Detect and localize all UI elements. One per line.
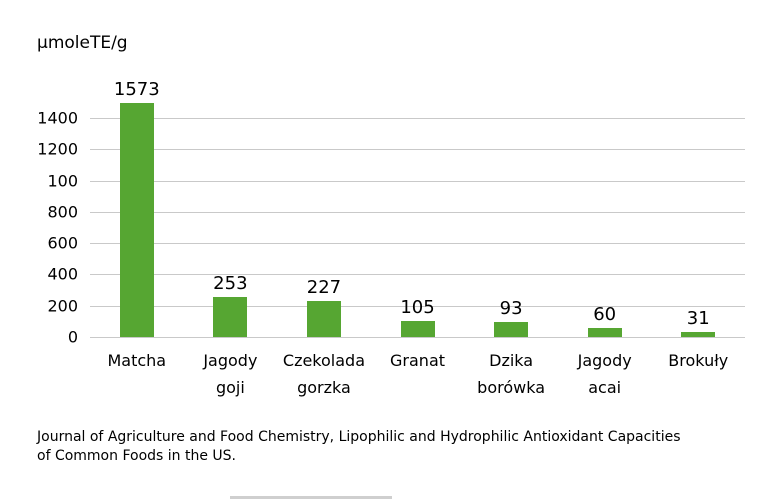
- bar-value-label: 93: [499, 298, 523, 320]
- bar-value-label: 253: [213, 273, 248, 295]
- y-tick-label: 600: [47, 233, 78, 253]
- source-caption: Journal of Agriculture and Food Chemistr…: [37, 428, 762, 466]
- y-tick-label: 800: [47, 202, 78, 222]
- bar-slot: 105: [371, 103, 465, 337]
- x-category-label-line: Brokuły: [668, 351, 729, 370]
- x-category-label: Matcha: [90, 347, 184, 401]
- source-caption-line-2: of Common Foods in the US.: [37, 448, 236, 464]
- bar-value-label: 1573: [113, 79, 160, 100]
- x-category-label: Jagody goji: [184, 347, 278, 401]
- bar-value-label: 60: [593, 303, 617, 325]
- bar: [306, 301, 341, 337]
- gridline: [90, 211, 745, 213]
- gridline: [90, 243, 745, 245]
- x-category-label-line: Czekolada: [282, 351, 365, 370]
- bars-container: 1573 253 227 105 93 60 31: [90, 79, 745, 337]
- y-axis-unit-label: µmoleTE/g: [37, 33, 128, 53]
- x-category-label-line: acai: [588, 378, 622, 397]
- gridline: [90, 305, 745, 307]
- bar: [400, 320, 435, 337]
- y-tick-label: 1400: [37, 108, 78, 128]
- window-edge-fragment: [230, 496, 392, 499]
- x-category-label: Brokuły: [651, 347, 745, 401]
- y-axis-tick-labels: 1400 1200 100 800 600 400 200 0: [0, 103, 80, 346]
- y-tick-label: 400: [47, 264, 78, 284]
- gridline: [90, 149, 745, 151]
- x-category-label: Dzika borówka: [464, 347, 558, 401]
- bar-slot: 1573: [90, 79, 184, 337]
- x-axis-category-labels: Matcha Jagody goji Czekolada gorzka Granat Dzi…: [90, 347, 745, 401]
- x-category-label-line: Jagody: [203, 351, 258, 370]
- gridline: [90, 274, 745, 276]
- x-category-label-line: Matcha: [107, 351, 167, 370]
- bar: [119, 103, 154, 337]
- bar-slot: 31: [651, 103, 745, 337]
- x-category-label-line: Granat: [390, 351, 446, 370]
- x-category-label: Granat: [371, 347, 465, 401]
- plot-area: [90, 103, 745, 338]
- gridline: [90, 337, 745, 338]
- x-category-label: Jagody acai: [558, 347, 652, 401]
- y-tick-label: 100: [47, 171, 78, 190]
- bar-slot: 93: [464, 103, 558, 337]
- gridline: [90, 117, 745, 119]
- bar: [681, 332, 716, 337]
- x-category-label: Czekolada gorzka: [277, 347, 371, 401]
- bar-slot: 227: [277, 103, 371, 337]
- bar: [494, 322, 529, 337]
- bar-slot: 60: [558, 103, 652, 337]
- bar: [213, 297, 248, 337]
- y-tick-label: 0: [67, 327, 78, 347]
- bar-value-label: 227: [306, 277, 342, 299]
- bar-slot: 253: [184, 103, 278, 337]
- source-caption-line-1: Journal of Agriculture and Food Chemistr…: [37, 429, 681, 445]
- bar: [587, 327, 622, 337]
- bar-value-label: 31: [686, 308, 710, 330]
- x-category-label-line: Jagody: [577, 351, 632, 370]
- x-category-label-line: borówka: [477, 378, 546, 397]
- x-category-label-line: gorzka: [297, 378, 351, 397]
- y-tick-label: 1200: [37, 139, 78, 159]
- x-category-label-line: goji: [215, 378, 245, 397]
- y-tick-label: 200: [47, 296, 78, 316]
- gridline: [90, 180, 745, 182]
- x-category-label-line: Dzika: [489, 351, 534, 370]
- bar-value-label: 105: [400, 296, 435, 318]
